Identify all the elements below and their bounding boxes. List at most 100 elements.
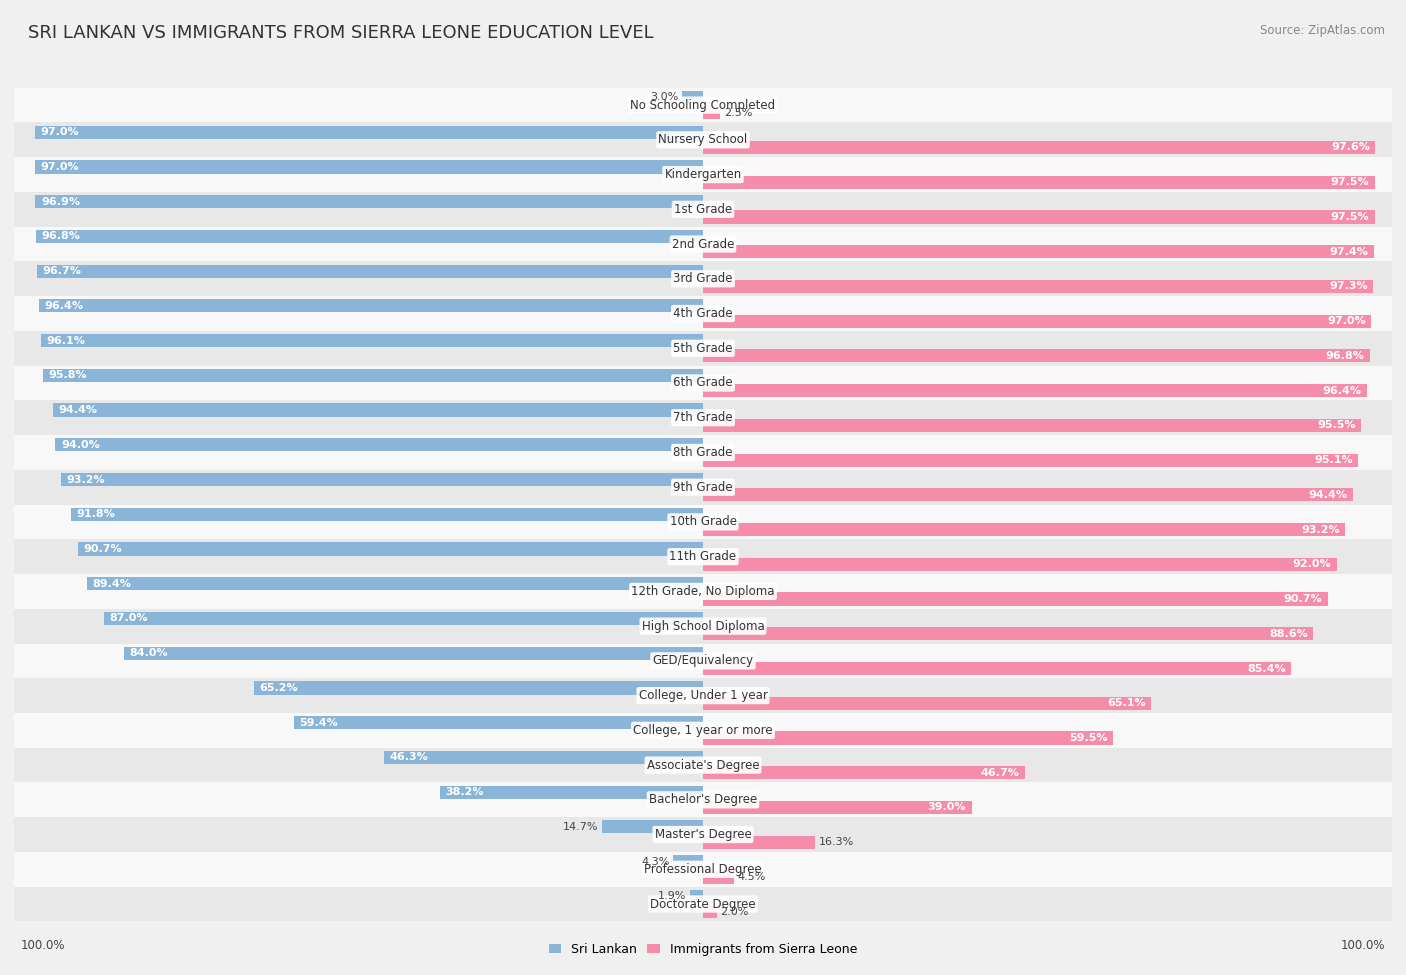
Bar [14, 782, 1392, 817]
Text: 4.5%: 4.5% [738, 872, 766, 882]
Text: Kindergarten: Kindergarten [665, 168, 741, 181]
Text: 8th Grade: 8th Grade [673, 446, 733, 459]
Bar [14, 852, 1392, 886]
Text: Doctorate Degree: Doctorate Degree [650, 898, 756, 911]
Bar [703, 800, 972, 814]
Bar [60, 473, 703, 487]
Text: 96.8%: 96.8% [42, 231, 80, 242]
Text: Professional Degree: Professional Degree [644, 863, 762, 876]
Text: 1.9%: 1.9% [658, 891, 686, 901]
Text: 94.4%: 94.4% [1309, 489, 1348, 500]
Bar [703, 245, 1374, 258]
Text: 94.4%: 94.4% [58, 405, 97, 415]
Text: 97.0%: 97.0% [41, 127, 79, 137]
Bar [14, 886, 1392, 921]
Text: 96.7%: 96.7% [42, 266, 82, 276]
Text: 97.3%: 97.3% [1329, 282, 1368, 292]
Text: 4th Grade: 4th Grade [673, 307, 733, 320]
Text: Nursery School: Nursery School [658, 134, 748, 146]
Text: College, 1 year or more: College, 1 year or more [633, 723, 773, 737]
Bar [37, 230, 703, 243]
Bar [14, 644, 1392, 679]
Bar [14, 574, 1392, 608]
Text: 65.1%: 65.1% [1108, 698, 1146, 708]
Text: 95.1%: 95.1% [1315, 455, 1353, 465]
Text: 93.2%: 93.2% [1301, 525, 1340, 534]
Text: College, Under 1 year: College, Under 1 year [638, 689, 768, 702]
Text: 97.5%: 97.5% [1330, 177, 1369, 187]
Bar [384, 751, 703, 764]
Bar [703, 211, 1375, 223]
Bar [14, 401, 1392, 435]
Text: 16.3%: 16.3% [818, 838, 853, 847]
Bar [35, 160, 703, 174]
Text: 96.8%: 96.8% [1326, 351, 1364, 361]
Bar [35, 126, 703, 138]
Bar [703, 836, 815, 849]
Bar [39, 299, 703, 312]
Bar [37, 264, 703, 278]
Bar [14, 470, 1392, 505]
Bar [703, 523, 1346, 536]
Bar [14, 539, 1392, 574]
Bar [703, 141, 1375, 154]
Bar [703, 453, 1358, 467]
Text: Bachelor's Degree: Bachelor's Degree [650, 794, 756, 806]
Text: 11th Grade: 11th Grade [669, 550, 737, 564]
Bar [124, 646, 703, 660]
Bar [703, 662, 1291, 675]
Bar [703, 871, 734, 883]
Bar [14, 817, 1392, 852]
Bar [79, 542, 703, 556]
Text: 5th Grade: 5th Grade [673, 342, 733, 355]
Bar [703, 106, 720, 119]
Text: 96.4%: 96.4% [1323, 386, 1361, 396]
Text: 89.4%: 89.4% [93, 579, 132, 589]
Text: 91.8%: 91.8% [76, 509, 115, 520]
Bar [703, 176, 1375, 189]
Bar [254, 682, 703, 694]
Text: 10th Grade: 10th Grade [669, 516, 737, 528]
Text: 46.7%: 46.7% [980, 767, 1019, 778]
Text: 97.4%: 97.4% [1330, 247, 1368, 256]
Text: 2nd Grade: 2nd Grade [672, 238, 734, 251]
Text: No Schooling Completed: No Schooling Completed [630, 98, 776, 111]
Text: 65.2%: 65.2% [259, 682, 298, 693]
Text: 97.6%: 97.6% [1331, 142, 1369, 152]
Bar [673, 855, 703, 868]
Bar [703, 558, 1337, 571]
Bar [104, 612, 703, 625]
Legend: Sri Lankan, Immigrants from Sierra Leone: Sri Lankan, Immigrants from Sierra Leone [544, 938, 862, 961]
Text: 2.0%: 2.0% [720, 907, 748, 916]
Bar [14, 123, 1392, 157]
Bar [14, 192, 1392, 227]
Bar [14, 435, 1392, 470]
Text: 3rd Grade: 3rd Grade [673, 272, 733, 286]
Bar [14, 88, 1392, 123]
Bar [52, 404, 703, 416]
Bar [14, 608, 1392, 644]
Bar [70, 508, 703, 521]
Text: 96.1%: 96.1% [46, 335, 86, 345]
Text: 88.6%: 88.6% [1270, 629, 1308, 639]
Bar [55, 438, 703, 451]
Text: 90.7%: 90.7% [1284, 594, 1323, 604]
Bar [703, 697, 1152, 710]
Bar [703, 384, 1367, 397]
Text: 100.0%: 100.0% [1340, 939, 1385, 953]
Text: 97.5%: 97.5% [1330, 212, 1369, 222]
Bar [703, 315, 1371, 328]
Bar [14, 261, 1392, 296]
Text: SRI LANKAN VS IMMIGRANTS FROM SIERRA LEONE EDUCATION LEVEL: SRI LANKAN VS IMMIGRANTS FROM SIERRA LEO… [28, 24, 654, 42]
Text: 14.7%: 14.7% [562, 822, 599, 832]
Text: 84.0%: 84.0% [129, 648, 169, 658]
Text: 87.0%: 87.0% [110, 613, 148, 623]
Bar [703, 905, 717, 918]
Bar [35, 195, 703, 209]
Text: 90.7%: 90.7% [83, 544, 122, 554]
Text: 92.0%: 92.0% [1292, 560, 1331, 569]
Text: 12th Grade, No Diploma: 12th Grade, No Diploma [631, 585, 775, 598]
Text: 1st Grade: 1st Grade [673, 203, 733, 215]
Text: 85.4%: 85.4% [1247, 664, 1286, 674]
Text: Associate's Degree: Associate's Degree [647, 759, 759, 771]
